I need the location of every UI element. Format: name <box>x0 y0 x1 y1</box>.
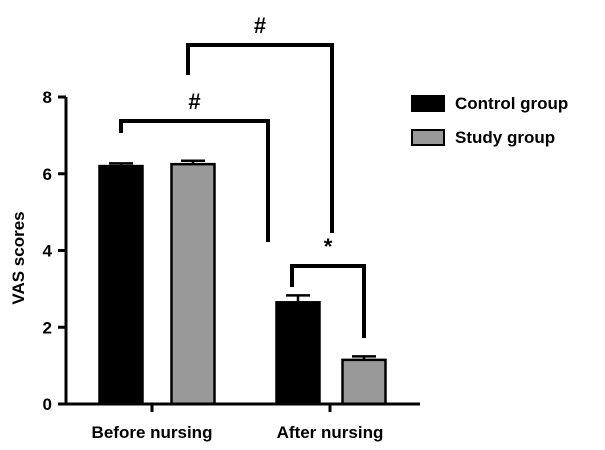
significance-bracket-study <box>186 43 334 233</box>
legend: Control group Study group <box>411 94 568 147</box>
y-tick-label: 2 <box>43 318 52 337</box>
significance-brackets: # # * <box>119 13 366 338</box>
y-tick-label: 4 <box>43 242 53 261</box>
bar <box>98 164 144 406</box>
legend-swatch <box>411 129 445 146</box>
legend-label: Study group <box>455 128 555 147</box>
y-tick-label: 0 <box>43 395 52 414</box>
x-tick-label: Before nursing <box>92 423 213 442</box>
bar <box>170 162 216 406</box>
y-tick-label: 8 <box>43 88 52 107</box>
legend-swatch <box>411 95 445 112</box>
legend-label: Control group <box>455 94 568 113</box>
significance-bracket-after-label: * <box>324 234 333 259</box>
y-axis-label: VAS scores <box>9 211 28 304</box>
bar <box>275 301 321 406</box>
y-tick-label: 6 <box>43 165 52 184</box>
x-tick-label: After nursing <box>277 423 384 442</box>
error-bars-layer <box>109 159 376 360</box>
significance-bracket-control-label: # <box>188 89 200 114</box>
bar <box>341 358 387 406</box>
significance-bracket-control <box>119 119 270 242</box>
significance-bracket-after <box>290 264 366 338</box>
ticks: 0 2 4 6 8 Before nursing After nursing <box>43 88 384 442</box>
bars-layer <box>98 162 387 406</box>
significance-bracket-study-label: # <box>254 13 266 38</box>
